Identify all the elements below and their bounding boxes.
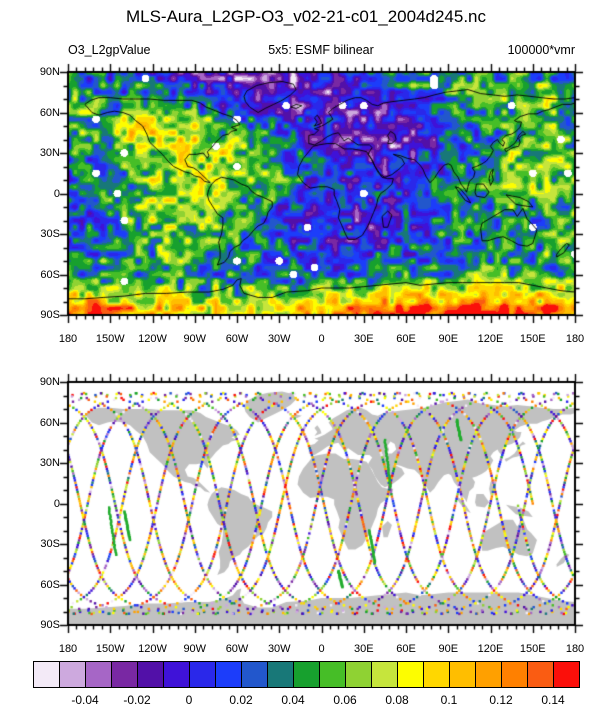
lon-tick-label: 180 xyxy=(565,333,585,345)
lat-tick-label: 90N xyxy=(39,66,60,78)
lon-tick-label: 0 xyxy=(318,643,325,655)
colorbar-box xyxy=(397,661,424,688)
colorbar-tick-label: 0.12 xyxy=(489,693,513,707)
colorbar-box xyxy=(475,661,502,688)
lat-tick-label: 90N xyxy=(39,376,60,388)
lon-tick-label: 120E xyxy=(477,643,504,655)
lon-tick-label: 60W xyxy=(225,643,249,655)
lon-tick-label: 120E xyxy=(477,333,504,345)
colorbar-box xyxy=(111,661,138,688)
lon-tick-label: 30E xyxy=(353,643,374,655)
lon-tick-label: 30E xyxy=(353,333,374,345)
colorbar-tick-label: 0.02 xyxy=(229,693,253,707)
colorbar-box xyxy=(527,661,554,688)
lon-tick-label: 90E xyxy=(438,333,459,345)
colorbar-box xyxy=(241,661,268,688)
lon-tick-label: 0 xyxy=(318,333,325,345)
colorbar-box xyxy=(345,661,372,688)
colorbar-tick-label: 0.06 xyxy=(333,693,357,707)
lon-tick-label: 60E xyxy=(396,333,416,345)
lat-tick-label: 90S xyxy=(40,309,60,321)
lon-tick-label: 150E xyxy=(519,643,546,655)
colorbar-box xyxy=(319,661,346,688)
lon-tick-label: 120W xyxy=(138,333,167,345)
lon-tick-label: 90W xyxy=(183,643,207,655)
lat-tick-label: 60N xyxy=(39,416,60,429)
colorbar-box xyxy=(137,661,164,688)
colorbar-box xyxy=(163,661,190,688)
lon-tick-label: 180 xyxy=(58,643,78,655)
colorbar-box xyxy=(85,661,112,688)
colorbar-box xyxy=(189,661,216,688)
lat-tick-label: 60S xyxy=(40,268,60,281)
lat-tick-label: 0 xyxy=(53,187,60,200)
lon-tick-label: 60E xyxy=(396,643,416,655)
lon-tick-label: 30W xyxy=(267,333,291,345)
colorbar-box xyxy=(553,661,580,688)
lat-tick-label: 30S xyxy=(40,538,60,550)
colorbar-tick-label: 0.1 xyxy=(440,693,458,707)
lat-tick-label: 30S xyxy=(40,228,60,240)
variable-name-label: O3_L2gpValue xyxy=(68,43,151,57)
colorbar-tick-label: 0.14 xyxy=(541,693,565,707)
lon-tick-label: 60W xyxy=(225,333,249,345)
regridded-map-canvas xyxy=(0,60,612,336)
colorbar-tick-label: 0.08 xyxy=(385,693,409,707)
colorbar-tick-label: 0 xyxy=(185,693,193,707)
colorbar-box xyxy=(215,661,242,688)
colorbar-box xyxy=(293,661,320,688)
lat-tick-label: 60N xyxy=(39,106,60,119)
lat-tick-label: 90S xyxy=(40,619,60,631)
lat-tick-label: 60S xyxy=(40,578,60,591)
lon-tick-label: 150W xyxy=(95,643,125,655)
swath-map-canvas xyxy=(0,370,612,646)
page-title: MLS-Aura_L2GP-O3_v02-21-c01_2004d245.nc xyxy=(125,7,487,26)
colorbar-tick-label: -0.02 xyxy=(123,693,151,707)
colorbar-box xyxy=(449,661,476,688)
lat-tick-label: 0 xyxy=(53,497,60,510)
colorbar-tick-label: 0.04 xyxy=(281,693,305,707)
colorbar-box xyxy=(371,661,398,688)
colorbar-tick-label: -0.04 xyxy=(71,693,99,707)
lon-tick-label: 90E xyxy=(438,643,459,655)
colorbar-box xyxy=(59,661,86,688)
colorbar-box xyxy=(423,661,450,688)
lat-tick-label: 30N xyxy=(39,147,60,159)
lon-tick-label: 150E xyxy=(519,333,546,345)
lon-tick-label: 30W xyxy=(267,643,291,655)
lon-tick-label: 150W xyxy=(95,333,125,345)
colorbar xyxy=(33,661,580,688)
lon-tick-label: 180 xyxy=(58,333,78,345)
lon-tick-label: 90W xyxy=(183,333,207,345)
regrid-method-label: 5x5: ESMF bilinear xyxy=(268,43,374,57)
lat-tick-label: 30N xyxy=(39,457,60,469)
lon-tick-label: 120W xyxy=(138,643,167,655)
colorbar-box xyxy=(267,661,294,688)
lon-tick-label: 180 xyxy=(565,643,585,655)
colorbar-box xyxy=(33,661,60,688)
colorbar-box xyxy=(501,661,528,688)
units-label: 100000*vmr xyxy=(507,43,575,57)
